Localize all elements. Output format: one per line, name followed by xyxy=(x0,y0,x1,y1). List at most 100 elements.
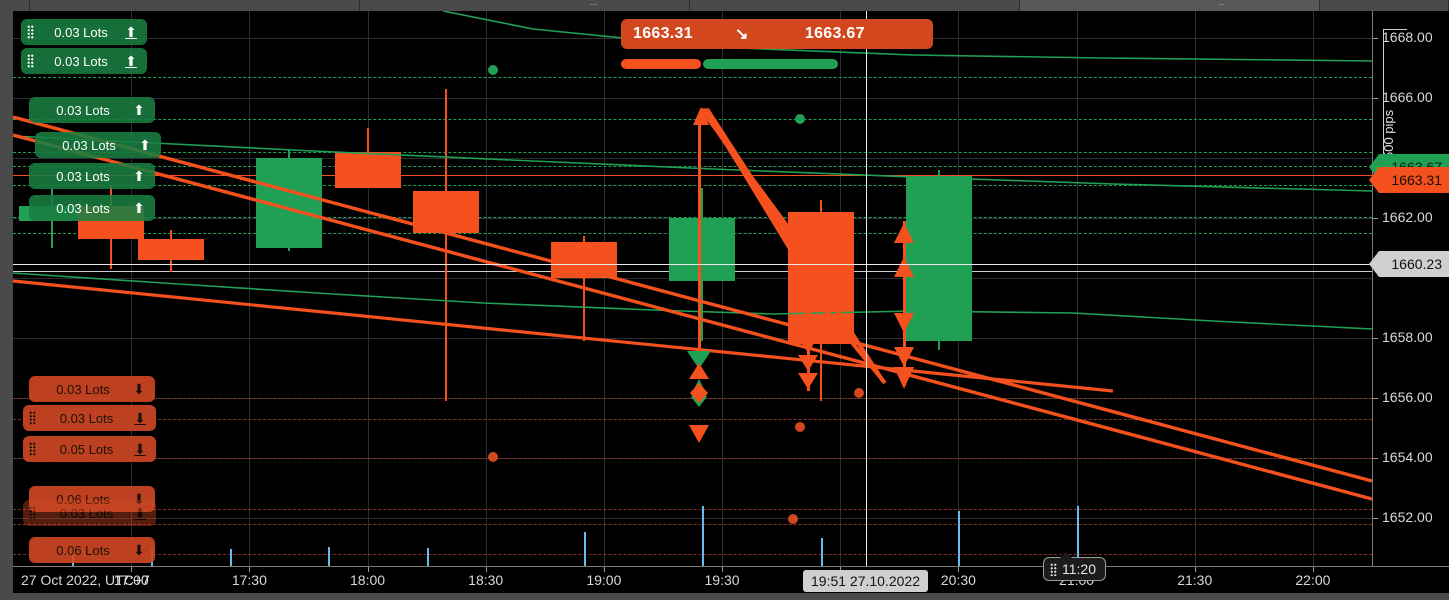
order-arrow-markers xyxy=(687,107,914,443)
time-tick-mark xyxy=(367,567,369,572)
price-badge-last[interactable]: 1660.23 xyxy=(1369,251,1449,277)
bar-countdown-badge[interactable]: 11:20 xyxy=(1043,552,1106,581)
drag-handle-icon[interactable] xyxy=(29,442,36,456)
price-pill-buy[interactable]: ↘ 1663.67 xyxy=(723,19,933,49)
drag-handle-icon[interactable] xyxy=(1050,562,1057,576)
arrow-down-icon[interactable]: ⬇ xyxy=(133,542,145,558)
candle-body[interactable] xyxy=(413,191,480,233)
browser-tab[interactable] xyxy=(30,0,360,11)
order-label-buy[interactable]: 0.03 Lots ⬆ xyxy=(35,132,161,158)
grid-line-horizontal xyxy=(13,158,1372,159)
arrow-down-bar-icon[interactable]: ⬇ xyxy=(134,410,146,426)
drag-handle-icon[interactable] xyxy=(27,54,34,68)
browser-tab[interactable] xyxy=(0,0,30,11)
drag-handle-icon[interactable] xyxy=(29,506,36,520)
arrow-down-bar-icon[interactable]: ⬇ xyxy=(134,505,146,521)
order-label-buy[interactable]: 0.03 Lots ⬆ xyxy=(21,19,147,45)
drag-handle-icon[interactable] xyxy=(27,25,34,39)
order-label-buy[interactable]: 0.03 Lots ⬆ xyxy=(21,48,147,74)
take-profit-dot[interactable] xyxy=(488,65,498,75)
tab-menu-icon[interactable]: ⋯ xyxy=(590,2,597,9)
order-lots-label: 0.03 Lots xyxy=(56,102,110,118)
stop-loss-line[interactable] xyxy=(13,419,1372,420)
position-bar-sell[interactable] xyxy=(621,59,701,69)
entry-price-line[interactable] xyxy=(13,174,1372,176)
order-label-sell[interactable]: 0.06 Lots ⬇ xyxy=(29,537,155,563)
stop-loss-line[interactable] xyxy=(13,509,1372,510)
tab-menu-icon[interactable]: ⋯ xyxy=(1218,2,1225,9)
take-profit-line[interactable] xyxy=(13,77,1372,78)
drag-handle-icon[interactable] xyxy=(29,411,36,425)
stop-loss-dot[interactable] xyxy=(854,388,864,398)
time-axis[interactable]: 27 Oct 2022, UTC+7 17:00 17:30 18:00 18:30 1… xyxy=(13,566,1449,593)
order-label-sell[interactable]: 0.06 Lots ⬇ xyxy=(29,486,155,512)
stop-loss-dot[interactable] xyxy=(795,422,805,432)
stop-loss-dot[interactable] xyxy=(788,514,798,524)
arrow-up-icon[interactable]: ⬆ xyxy=(133,168,145,184)
browser-tab-strip[interactable]: ⋯ ⋯ xyxy=(0,0,1449,11)
take-profit-line[interactable] xyxy=(13,165,1372,167)
price-tick-label: 1656.00 xyxy=(1382,389,1433,405)
price-badge-ask[interactable]: 1663.31 xyxy=(1369,167,1449,193)
arrow-down-bar-icon[interactable]: ⬇ xyxy=(134,441,146,457)
arrow-up-marker xyxy=(693,107,709,125)
browser-tab-active[interactable] xyxy=(1020,0,1320,11)
stop-loss-line[interactable] xyxy=(13,554,1372,555)
time-tick-label: 18:00 xyxy=(349,572,386,588)
arrow-up-bar-icon[interactable]: ⬆ xyxy=(125,24,137,40)
crosshair-horizontal xyxy=(13,264,1372,265)
grid-line-vertical xyxy=(722,11,724,566)
candle-body[interactable] xyxy=(137,239,204,260)
candle-body[interactable] xyxy=(334,152,401,188)
grid-line-vertical xyxy=(1194,11,1196,566)
take-profit-line[interactable] xyxy=(13,119,1372,120)
volume-bar xyxy=(958,511,961,566)
candle-body[interactable] xyxy=(787,212,854,344)
order-label-sell[interactable]: 0.03 Lots ⬇ xyxy=(23,405,156,431)
stop-loss-line[interactable] xyxy=(13,458,1372,459)
browser-tab[interactable] xyxy=(1320,0,1449,11)
arrow-down-icon[interactable]: ⬇ xyxy=(133,381,145,397)
price-panel[interactable]: 0.03 Lots ⬆ 0.03 Lots ⬆ 0.03 Lots ⬆ 0.03 Lots ⬆… xyxy=(13,11,1372,566)
grid-line-vertical xyxy=(367,11,369,566)
order-label-buy[interactable]: 0.03 Lots ⬆ xyxy=(29,163,155,189)
time-tick-label: 20:30 xyxy=(940,572,976,588)
time-tick-mark xyxy=(1312,567,1314,572)
stop-loss-line[interactable] xyxy=(13,524,1372,525)
stop-loss-dot[interactable] xyxy=(488,452,498,462)
ma-lower-line xyxy=(13,272,1372,330)
take-profit-line[interactable] xyxy=(13,152,1372,153)
take-profit-line[interactable] xyxy=(13,185,1372,186)
position-bar-buy[interactable] xyxy=(703,59,838,69)
candle-body[interactable] xyxy=(669,218,736,281)
chart-plot-area[interactable]: 0.03 Lots ⬆ 0.03 Lots ⬆ 0.03 Lots ⬆ 0.03 Lots ⬆… xyxy=(13,11,1449,593)
price-tick-label: 1666.00 xyxy=(1382,89,1433,105)
volume-bar xyxy=(820,538,823,566)
stop-loss-line[interactable] xyxy=(13,398,1372,399)
order-label-buy[interactable]: 0.03 Lots ⬆ xyxy=(29,97,155,123)
candle-body[interactable] xyxy=(905,176,972,341)
browser-tab[interactable] xyxy=(690,0,1020,11)
diamond-marker-green xyxy=(691,387,707,407)
arrow-down-marker xyxy=(689,425,709,443)
candle-body[interactable] xyxy=(551,242,618,278)
price-tick-mark xyxy=(1373,218,1378,219)
volume-bar xyxy=(229,549,232,566)
take-profit-dot[interactable] xyxy=(947,211,957,221)
arrow-up-bar-icon[interactable]: ⬆ xyxy=(125,53,137,69)
candle-body[interactable] xyxy=(255,158,322,248)
take-profit-dot[interactable] xyxy=(947,181,957,191)
time-tick-mark xyxy=(485,567,487,572)
order-label-buy[interactable]: 0.03 Lots ⬆ xyxy=(29,195,155,221)
arrow-up-icon[interactable]: ⬆ xyxy=(133,200,145,216)
arrow-up-icon[interactable]: ⬆ xyxy=(133,102,145,118)
arrow-down-icon[interactable]: ⬇ xyxy=(133,491,145,507)
arrow-up-icon[interactable]: ⬆ xyxy=(139,137,151,153)
browser-tab[interactable] xyxy=(360,0,690,11)
order-label-sell[interactable]: 0.03 Lots ⬇ xyxy=(23,500,156,526)
price-axis[interactable]: 1668.00 1666.00 1662.00 1658.00 1656.00 1654.… xyxy=(1369,11,1449,593)
take-profit-dot[interactable] xyxy=(795,114,805,124)
order-label-sell[interactable]: 0.05 Lots ⬇ xyxy=(23,436,156,462)
grid-line-horizontal xyxy=(13,338,1372,339)
order-label-sell[interactable]: 0.03 Lots ⬇ xyxy=(29,376,155,402)
